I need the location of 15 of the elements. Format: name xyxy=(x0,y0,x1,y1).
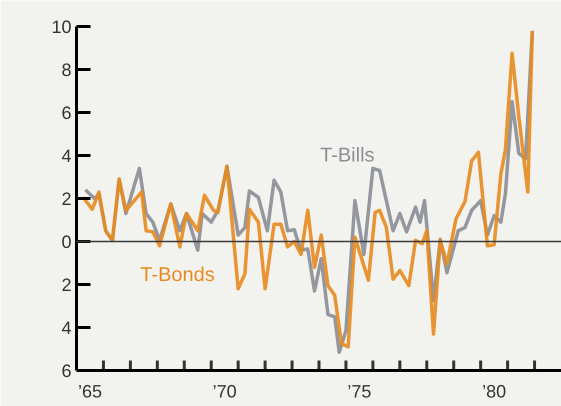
x-tick-label: ’70 xyxy=(212,382,237,402)
y-tick-label: 0 xyxy=(61,232,72,252)
y-tick-label: 6 xyxy=(61,103,72,123)
x-tick-label: ’80 xyxy=(482,382,506,402)
y-tick-label: 4 xyxy=(61,318,72,338)
y-tick-label: 8 xyxy=(61,60,72,80)
series-label: T-Bonds xyxy=(140,264,215,286)
y-tick-label: 10 xyxy=(51,17,72,37)
series-label: T-Bills xyxy=(320,144,375,166)
x-tick-label: ’75 xyxy=(347,382,372,402)
y-tick-label: 6 xyxy=(61,361,72,381)
y-tick-label: 2 xyxy=(61,189,72,209)
x-tick-label: ’65 xyxy=(78,382,102,402)
y-tick-label: 2 xyxy=(61,275,72,295)
y-tick-label: 4 xyxy=(61,146,72,166)
